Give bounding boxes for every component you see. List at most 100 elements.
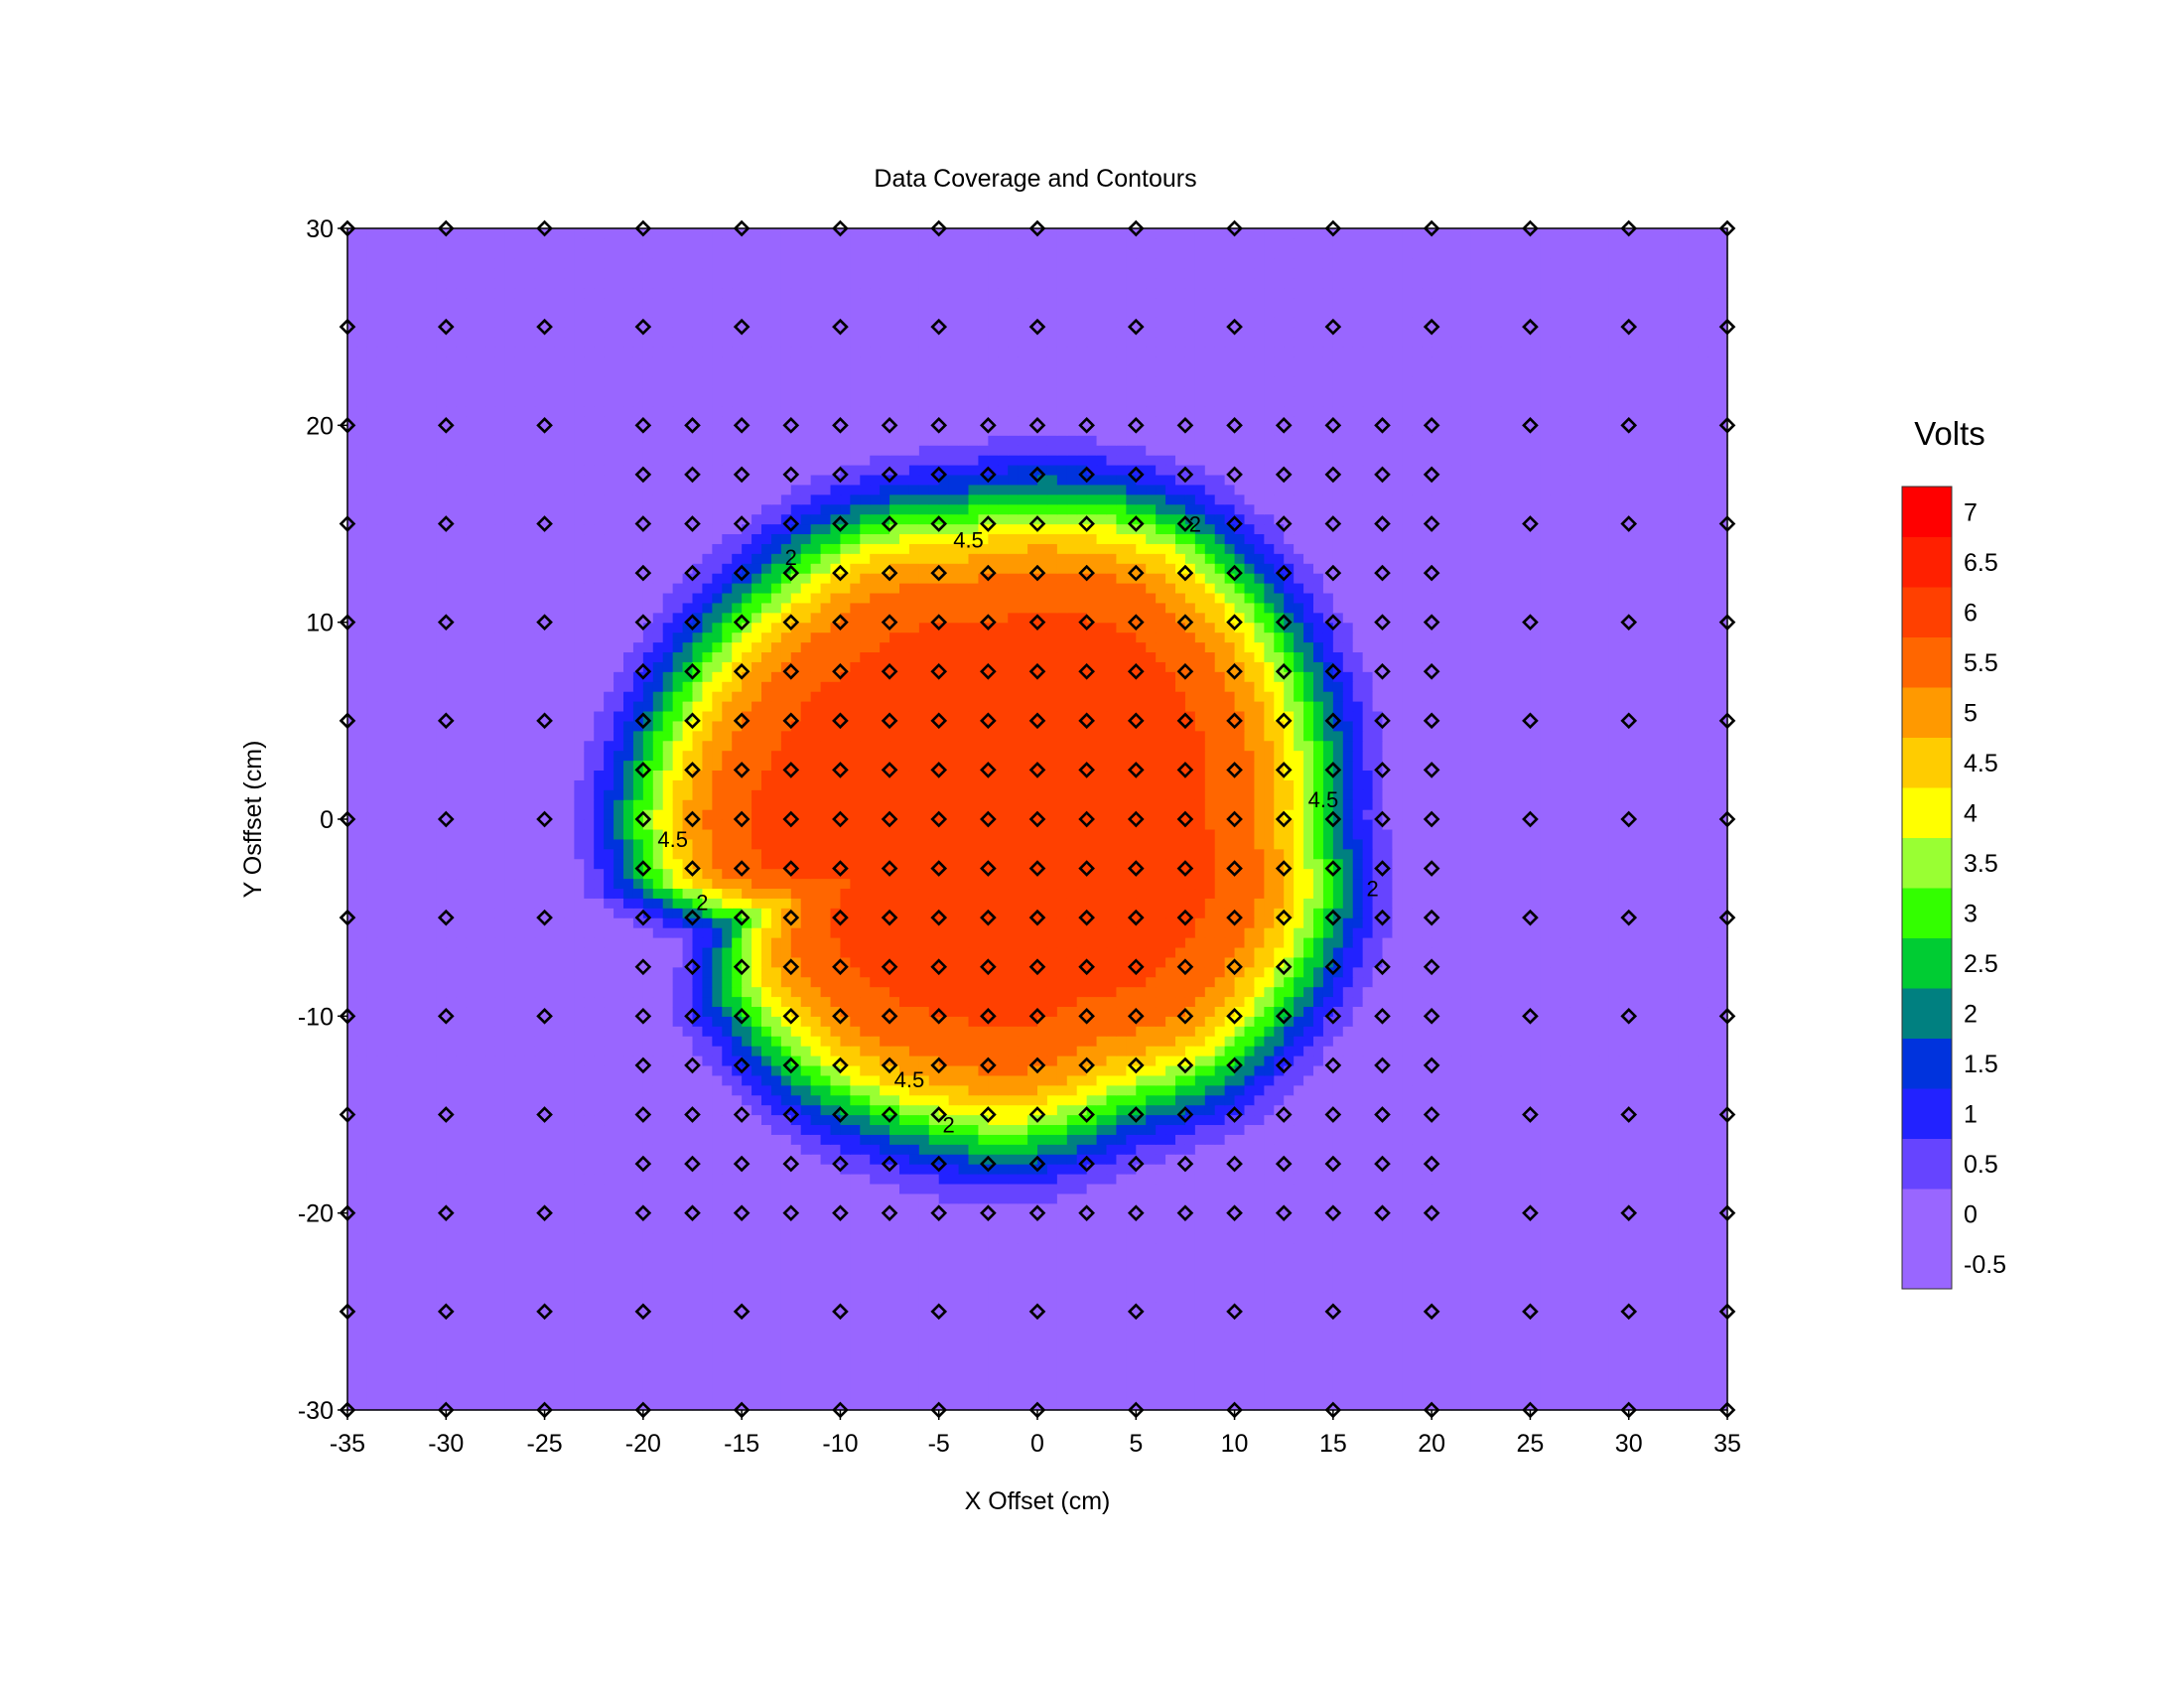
contour-cell [1235,1194,1246,1204]
contour-cell [978,1370,989,1381]
contour-cell [1717,1252,1728,1263]
contour-cell [1165,1134,1176,1145]
contour-cell [860,1174,871,1185]
contour-cell [466,1055,477,1066]
contour-cell [397,1124,408,1135]
contour-cell [1629,1390,1640,1401]
contour-cell [1579,1174,1590,1185]
contour-cell [1491,1223,1502,1234]
contour-cell [604,1233,614,1244]
contour-cell [1441,1213,1452,1224]
contour-cell [1441,1233,1452,1244]
contour-cell [456,1124,467,1135]
contour-cell [1392,1105,1403,1116]
contour-cell [1441,1262,1452,1273]
contour-cell [1195,1322,1206,1333]
contour-cell [387,1075,398,1086]
contour-cell [1175,1272,1186,1283]
contour-cell [1402,1282,1413,1293]
contour-cell [1067,1223,1078,1234]
contour-cell [1156,1312,1166,1323]
contour-cell [367,1154,378,1165]
contour-cell [1678,1302,1689,1313]
contour-cell [426,1105,437,1116]
contour-cell [899,1164,910,1175]
contour-cell [397,1134,408,1145]
contour-cell [761,1095,772,1106]
contour-cell [485,1105,496,1116]
contour-cell [939,1360,950,1371]
contour-cell [1215,1213,1226,1224]
contour-cell [505,1134,516,1145]
contour-cell [791,1332,802,1342]
contour-cell [1313,1272,1324,1283]
contour-cell [939,1184,950,1195]
contour-cell [712,1252,723,1263]
contour-cell [742,1252,752,1263]
contour-cell [377,1312,388,1323]
contour-cell [1481,1242,1492,1253]
contour-cell [949,1252,960,1263]
contour-cell [1343,1065,1354,1076]
contour-cell [466,1144,477,1155]
contour-cell [1501,1370,1512,1381]
contour-cell [1678,1223,1689,1234]
contour-cell [1383,1075,1394,1086]
contour-cell [1609,1252,1620,1263]
contour-cell [712,1292,723,1303]
contour-cell [1156,1400,1166,1411]
contour-cell [436,1134,447,1145]
contour-cell [1077,1233,1088,1244]
contour-cell [1333,1223,1344,1234]
contour-cell [1165,1351,1176,1362]
contour-cell [1264,1184,1275,1195]
contour-cell [397,1085,408,1096]
contour-cell [1077,1242,1088,1253]
contour-cell [742,1262,752,1273]
contour-cell [1107,1312,1118,1323]
contour-cell [564,1380,575,1391]
contour-cell [1303,1184,1314,1195]
contour-cell [1047,1322,1058,1333]
contour-cell [1570,1312,1580,1323]
contour-cell [584,1213,595,1224]
contour-cell [594,1370,605,1381]
contour-cell [1501,1085,1512,1096]
contour-cell [1402,1390,1413,1401]
contour-cell [1027,1380,1038,1391]
contour-cell [663,1075,674,1086]
contour-cell [712,1164,723,1175]
contour-cell [653,1252,664,1263]
contour-cell [683,1341,694,1352]
contour-cell [1629,1144,1640,1155]
contour-cell [1659,1213,1670,1224]
contour-cell [1609,1124,1620,1135]
contour-cell [456,1085,467,1096]
contour-cell [1402,1302,1413,1313]
contour-cell [1303,1194,1314,1204]
contour-cell [722,1115,733,1126]
contour-cell [505,1164,516,1175]
contour-cell [1205,1075,1216,1086]
contour-cell [357,1242,368,1253]
contour-cell [791,1390,802,1401]
contour-cell [1057,1272,1068,1283]
contour-cell [702,1390,713,1401]
contour-cell [417,1095,428,1106]
contour-cell [1343,1095,1354,1106]
contour-cell [476,1223,486,1234]
contour-cell [525,1312,536,1323]
contour-cell [811,1184,822,1195]
contour-cell [614,1144,624,1155]
contour-cell [1481,1105,1492,1116]
contour-cell [1116,1322,1127,1333]
contour-cell [485,1075,496,1086]
contour-cell [899,1282,910,1293]
contour-cell [722,1154,733,1165]
contour-cell [751,1164,762,1175]
contour-cell [1570,1242,1580,1253]
contour-cell [1018,1213,1028,1224]
contour-cell [574,1351,585,1362]
contour-cell [1422,1341,1433,1352]
contour-cell [446,1322,457,1333]
